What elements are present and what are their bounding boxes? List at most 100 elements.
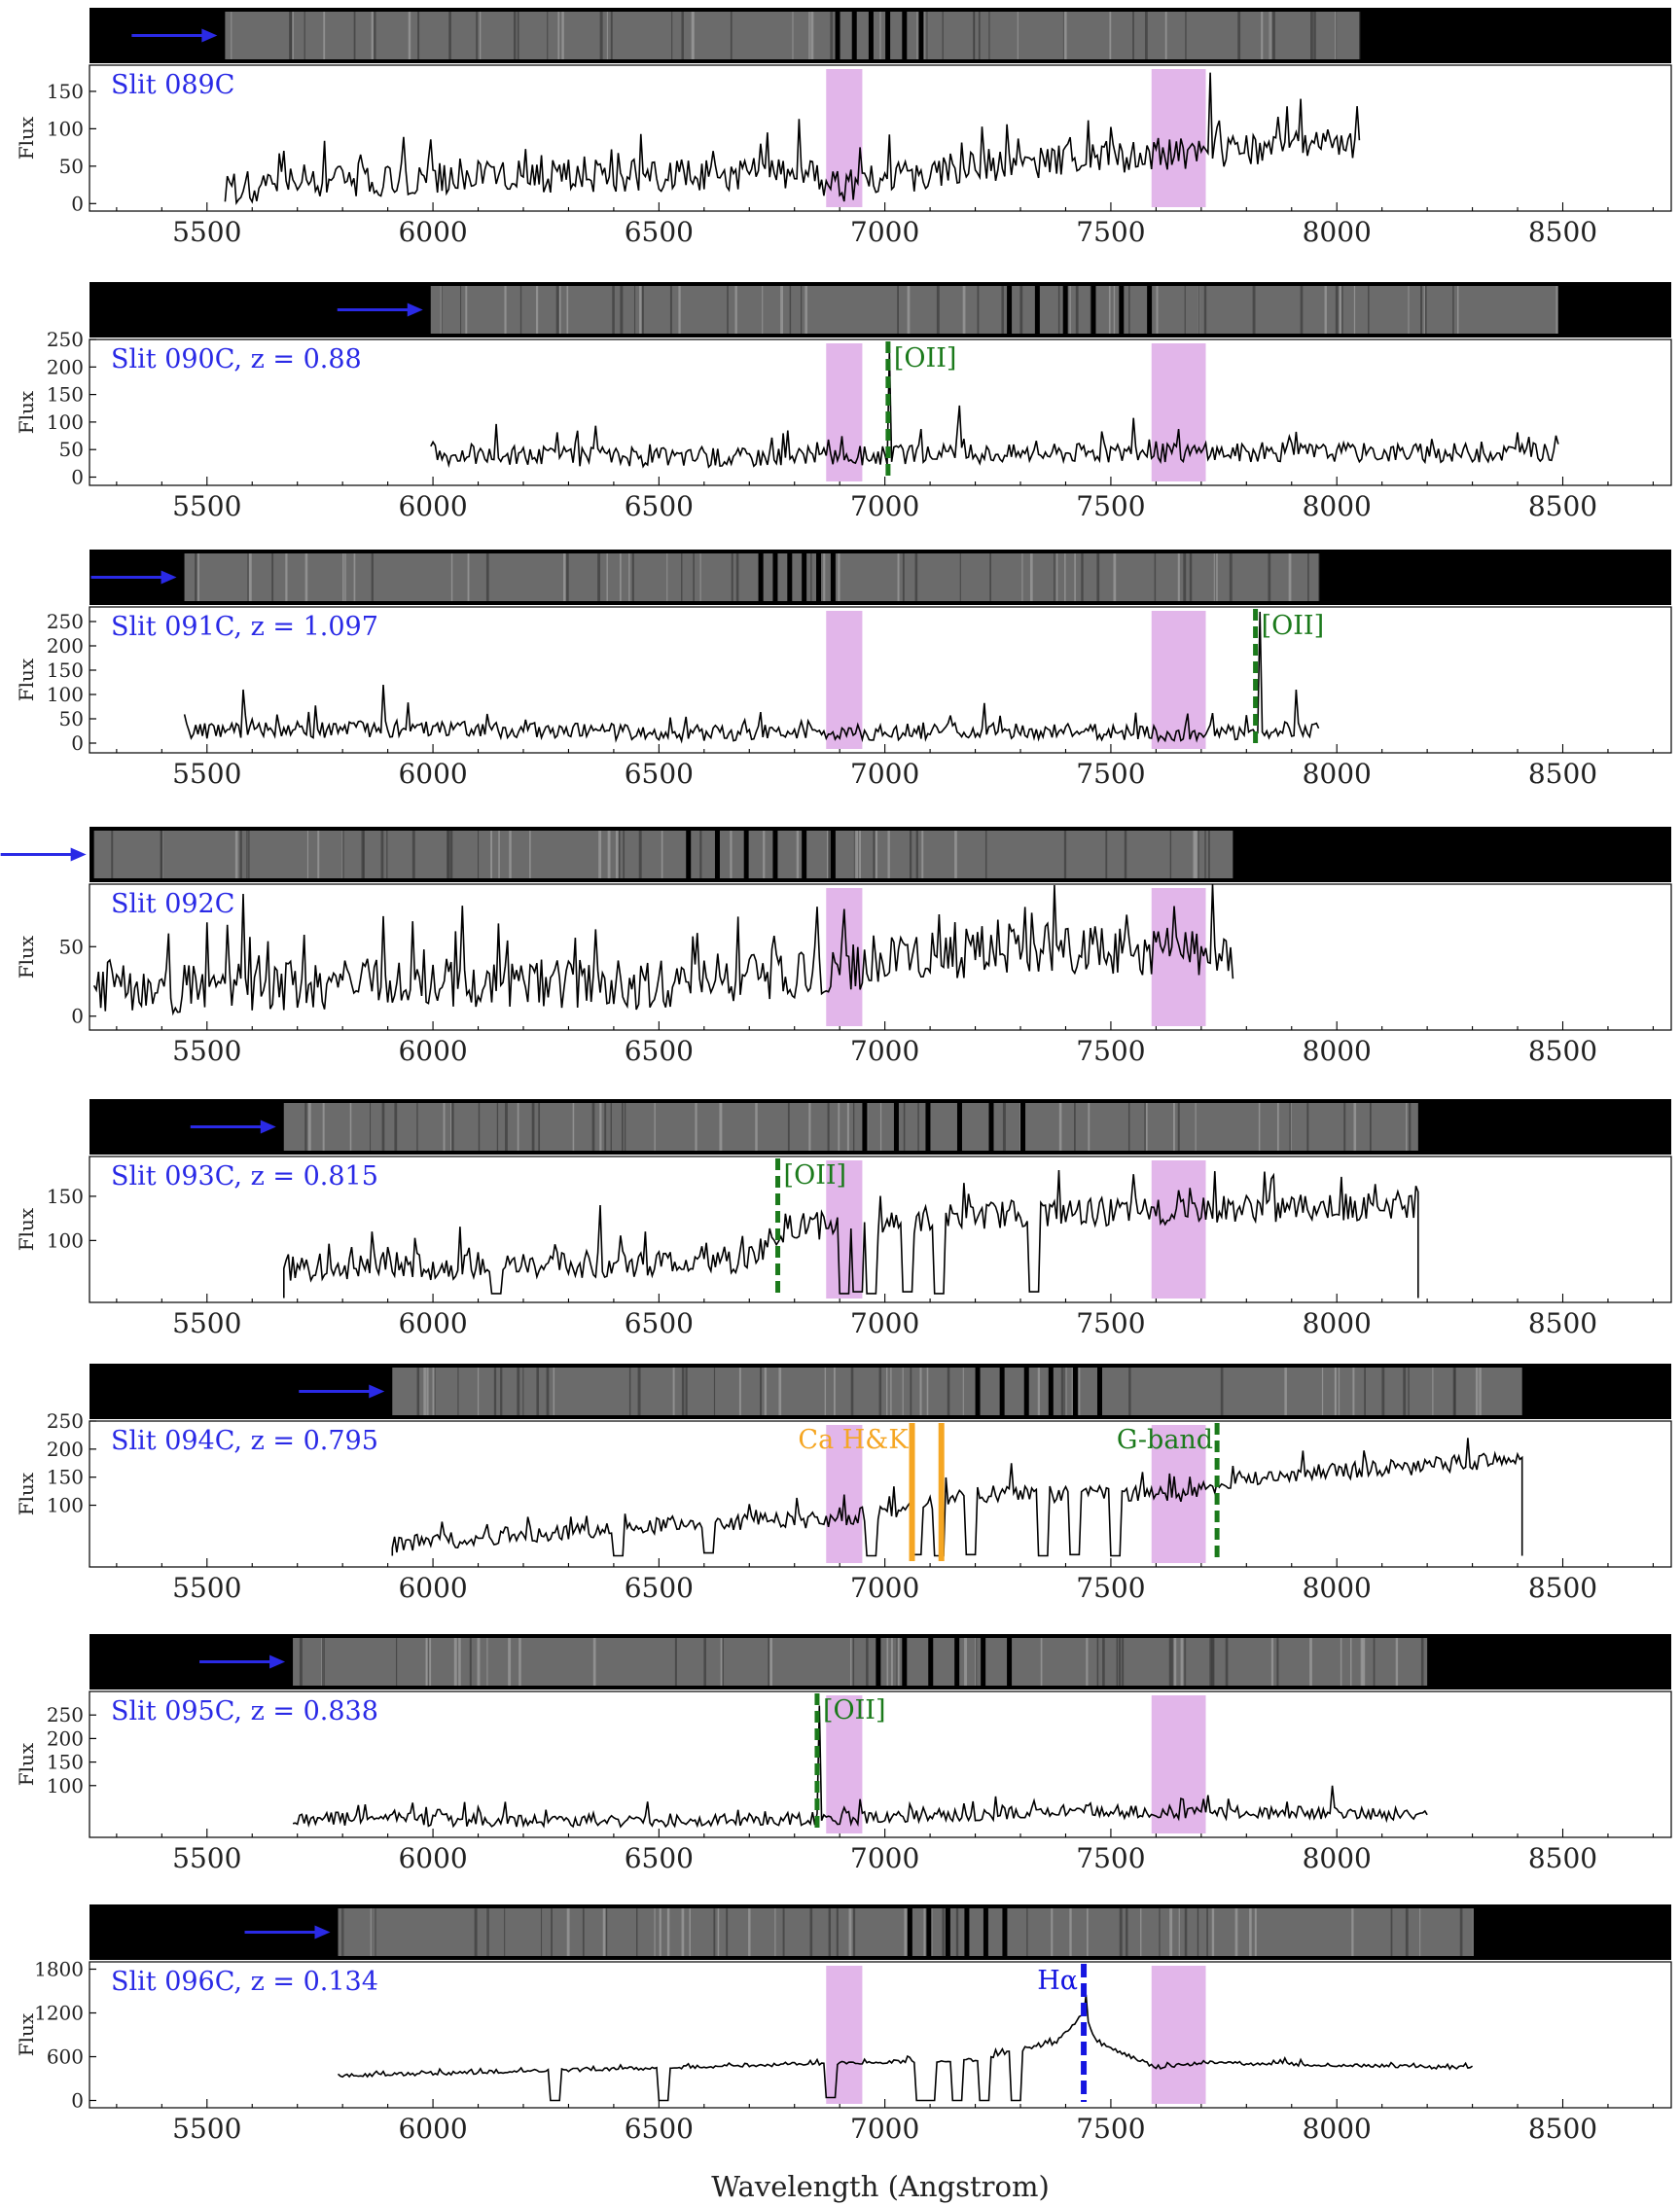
image-strip-column [628, 1368, 631, 1415]
image-strip-column [828, 831, 831, 878]
image-strip-column [989, 553, 991, 601]
x-tick-label: 5500 [172, 2113, 241, 2145]
image-strip-column [836, 1908, 839, 1956]
image-strip-gap [988, 1103, 994, 1151]
image-strip-column [1060, 1368, 1064, 1415]
y-tick-label: 100 [47, 683, 84, 706]
image-strip-column [734, 286, 737, 334]
image-strip [89, 1904, 1671, 1960]
image-strip-column [476, 12, 479, 59]
image-strip-column [1017, 12, 1019, 59]
plot-frame [89, 1961, 1672, 2109]
image-strip-column [1086, 1638, 1089, 1686]
image-strip-column [830, 12, 834, 59]
image-strip-column [1403, 1368, 1407, 1415]
image-strip-column [720, 1638, 723, 1686]
x-tick-label: 8000 [1303, 1307, 1372, 1339]
image-strip-column [1432, 1368, 1434, 1415]
plot-frame [89, 1420, 1672, 1568]
panel-slit-096c: Hα Slit 096C, z = 0.134 0 600 1200 1800 Flux 55… [15, 1904, 1672, 2145]
image-strip-column [602, 1908, 606, 1956]
image-strip-column [808, 1103, 811, 1151]
image-strip-column [551, 1908, 553, 1956]
image-strip-column [1140, 1908, 1142, 1956]
image-strip-column [903, 1103, 906, 1151]
image-strip-column [850, 1368, 854, 1415]
image-strip-column [890, 1368, 892, 1415]
image-strip-column [1069, 1908, 1072, 1956]
image-strip-column [618, 831, 621, 878]
panel-slit-089c: Slit 089C 0 50 100 150 Flux 5500 6000 6500 7000 75… [15, 8, 1672, 248]
image-strip-gap [907, 1908, 912, 1956]
image-strip-column [622, 1103, 624, 1151]
image-strip-column [625, 1103, 626, 1151]
image-strip-column [247, 553, 249, 601]
image-strip-gap [758, 553, 764, 601]
image-strip-column [1362, 1638, 1366, 1686]
image-strip-column [1405, 1908, 1409, 1956]
x-tick-label: 5500 [172, 1842, 241, 1874]
image-strip-gap [743, 831, 749, 878]
image-strip-column [962, 286, 966, 334]
image-strip-column [465, 286, 468, 334]
image-strip-column [306, 831, 309, 878]
x-axis-label: Wavelength (Angstrom) [711, 2170, 1050, 2203]
slit-label: Slit 096C, z = 0.134 [111, 1967, 378, 1997]
slit-label: Slit 093C, z = 0.815 [111, 1161, 378, 1192]
image-strip-column [1178, 1908, 1180, 1956]
image-strip-column [852, 1103, 855, 1151]
x-tick-label: 6000 [398, 1572, 467, 1604]
image-strip-column [620, 286, 624, 334]
telluric-band [1151, 69, 1206, 207]
image-strip-column [669, 286, 672, 334]
image-strip-column [800, 286, 803, 334]
image-strip-gap [885, 12, 891, 59]
image-strip-column [1208, 831, 1210, 878]
image-strip-column [1026, 1908, 1028, 1956]
image-strip-column [917, 1103, 919, 1151]
image-strip-column [1318, 553, 1320, 601]
y-axis-label: Flux [15, 2012, 38, 2056]
image-strip-column [1071, 1368, 1073, 1415]
x-tick-label: 6500 [625, 1035, 694, 1067]
line-marker-label: Hα [1037, 1966, 1078, 1996]
image-strip-column [915, 831, 918, 878]
image-strip-column [804, 286, 807, 334]
image-strip-column [1169, 831, 1172, 878]
image-strip-data [93, 831, 1233, 878]
image-strip-column [231, 12, 232, 59]
image-strip-gap [902, 1638, 908, 1686]
image-strip-column [342, 553, 344, 601]
image-strip-column [518, 1638, 521, 1686]
x-tick-label: 8000 [1303, 216, 1372, 248]
image-strip-gap [772, 831, 778, 878]
image-strip-column [353, 12, 356, 59]
image-strip-column [907, 286, 911, 334]
spectrum-line [92, 883, 1234, 1016]
image-strip-column [1456, 286, 1459, 334]
image-strip-column [654, 1103, 656, 1151]
image-strip-column [1069, 286, 1071, 334]
image-strip-column [1116, 1638, 1119, 1686]
image-strip-column [1350, 1638, 1352, 1686]
image-strip-column [959, 553, 961, 601]
image-strip-column [787, 1103, 790, 1151]
image-strip-column [919, 1368, 922, 1415]
image-strip-column [246, 831, 248, 878]
image-strip-column [1270, 1638, 1274, 1686]
image-strip-column [449, 831, 453, 878]
image-strip-column [1204, 831, 1206, 878]
image-strip-column [448, 12, 451, 59]
image-strip-column [1555, 286, 1557, 334]
image-strip-column [681, 553, 683, 601]
image-strip-gap [926, 1908, 932, 1956]
image-strip-column [1423, 286, 1425, 334]
image-strip-column [910, 1368, 912, 1415]
x-tick-label: 5500 [172, 758, 241, 790]
image-strip-column [730, 831, 733, 878]
image-strip-column [197, 553, 199, 601]
y-axis-label: Flux [15, 658, 38, 701]
image-strip-column [890, 1638, 893, 1686]
image-strip-column [824, 1368, 827, 1415]
image-strip-column [342, 831, 344, 878]
